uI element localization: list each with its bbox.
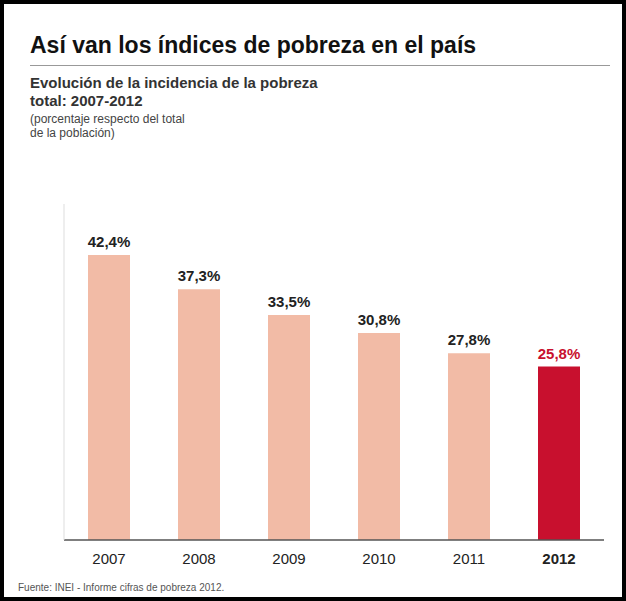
svg-text:30,8%: 30,8%: [358, 311, 401, 328]
html-text:Evolución de la incidencia de: Evolución de la incidencia de la pobreza…: [30, 74, 318, 109]
svg-text:33,5%: 33,5%: [268, 293, 311, 310]
svg-text:2007: 2007: [92, 550, 125, 567]
svg-text:2009: 2009: [272, 550, 305, 567]
svg-text:2008: 2008: [182, 550, 215, 567]
svg-text:2011: 2011: [453, 550, 485, 567]
html-text:Fuente: INEI - Informe cifras: Fuente: INEI - Informe cifras de pobreza…: [18, 582, 225, 593]
html-text:(porcentaje respecto del total: (porcentaje respecto del total de la pob…: [30, 112, 185, 140]
svg-text:42,4%: 42,4%: [88, 233, 131, 250]
svg-text:37,3%: 37,3%: [178, 267, 221, 284]
svg-text:2012: 2012: [542, 550, 575, 567]
html-text:Así van los índices de pobreza: Así van los índices de pobreza en el paí…: [30, 32, 477, 58]
svg-text:2010: 2010: [362, 550, 395, 567]
svg-text:25,8%: 25,8%: [538, 345, 581, 362]
svg-text:27,8%: 27,8%: [448, 331, 491, 348]
